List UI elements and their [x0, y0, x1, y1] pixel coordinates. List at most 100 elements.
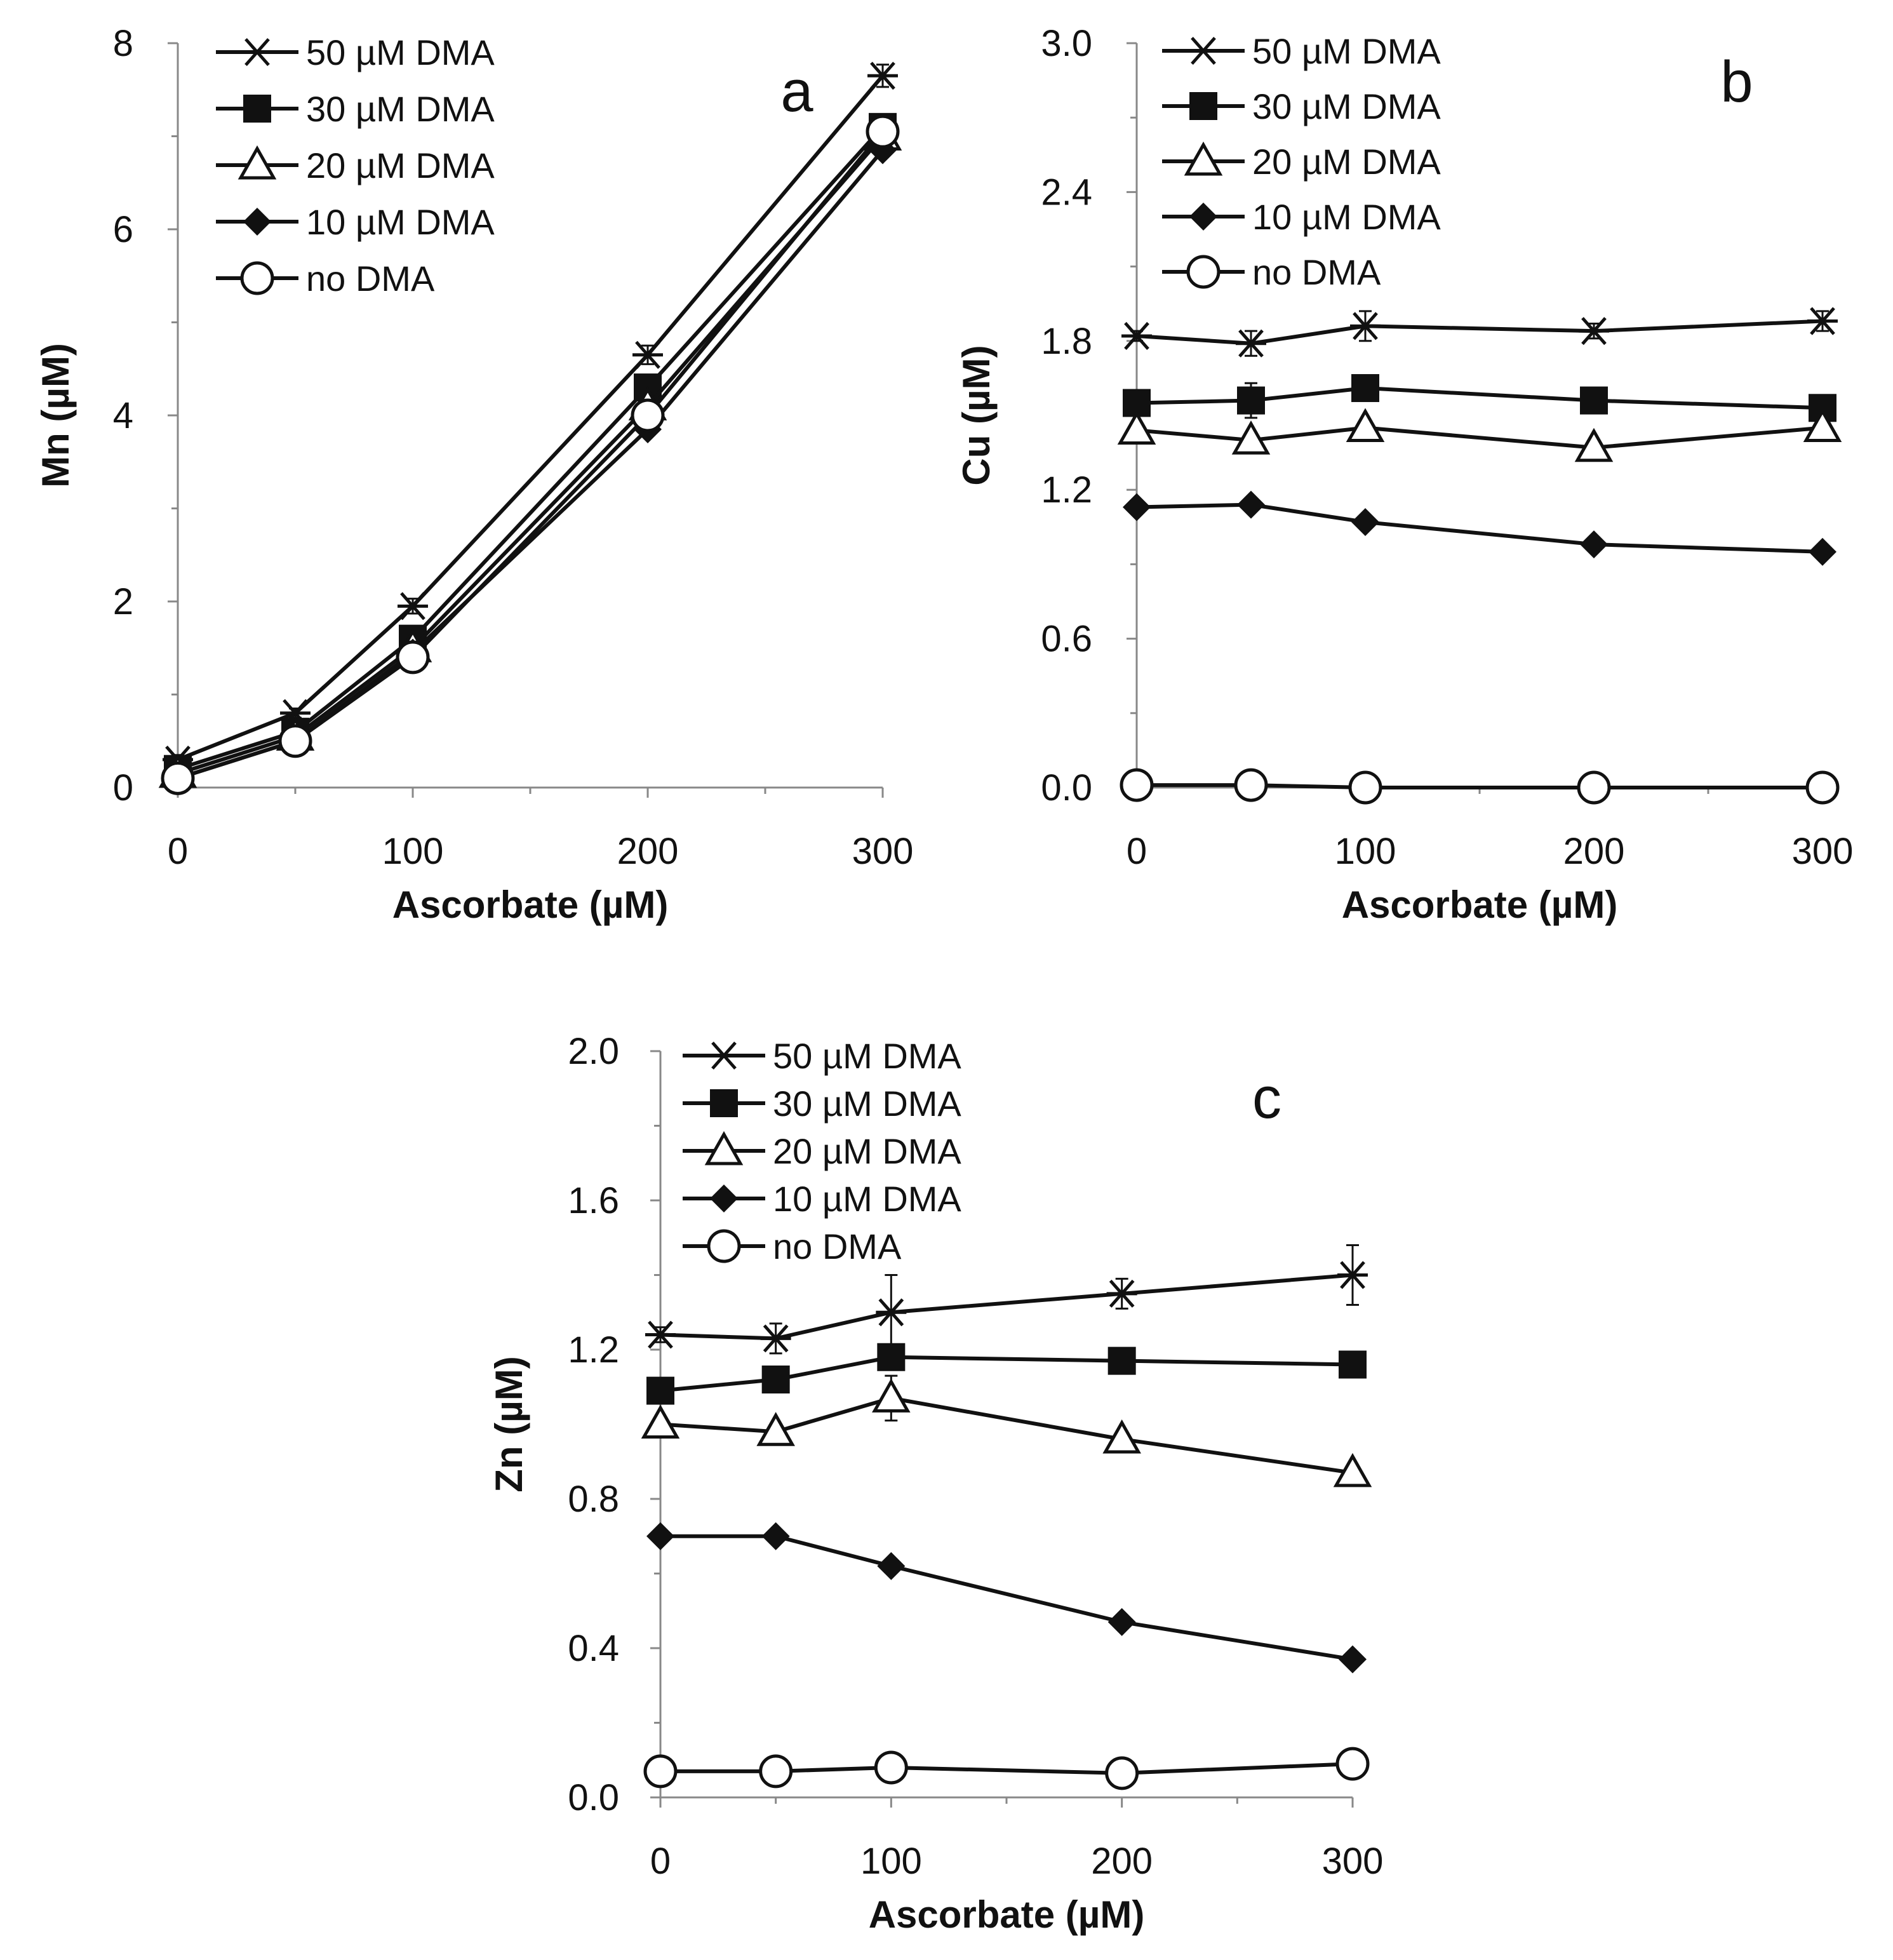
y-tick-label: 4 — [113, 395, 133, 436]
x-axis-title: Ascorbate (µM) — [869, 1893, 1145, 1936]
data-point-square — [877, 1343, 906, 1371]
legend-label: 30 µM DMA — [306, 89, 495, 129]
data-point-star — [1350, 312, 1381, 340]
y-axis-title: Mn (µM) — [34, 343, 77, 488]
series-square — [646, 1343, 1367, 1405]
legend-label: 50 µM DMA — [306, 32, 495, 72]
legend-item: 20 µM DMA — [1162, 141, 1441, 182]
data-point-triangle — [641, 1404, 680, 1439]
data-point-circle — [396, 640, 430, 675]
data-point-star — [1807, 307, 1838, 335]
y-tick-label: 0.0 — [568, 1777, 619, 1818]
chart-panel-c: 0.0 0.4 0.8 1.2 1.6 2.0 0 100 200 300 Ascorbate (µ… — [488, 1031, 1383, 1936]
data-point-diamond — [877, 1552, 906, 1580]
data-point-triangle — [1803, 408, 1842, 443]
data-point-star — [876, 1298, 907, 1327]
panel-letter: b — [1720, 50, 1753, 114]
legend-marker-circle — [1186, 255, 1221, 289]
series-circle — [643, 1747, 1370, 1790]
legend-item: no DMA — [1162, 252, 1381, 292]
data-point-square — [646, 1376, 674, 1405]
panel-letter: a — [780, 59, 813, 124]
y-tick-label: 2 — [113, 581, 133, 622]
series-triangle — [641, 1374, 1372, 1487]
legend-item: 30 µM DMA — [216, 89, 495, 129]
legend-label: no DMA — [1252, 252, 1381, 292]
legend-marker-diamond — [243, 208, 271, 236]
data-point-diamond — [1809, 537, 1836, 566]
series-square — [1123, 374, 1836, 422]
y-tick-label: 0.0 — [1041, 767, 1092, 809]
x-tick-label: 200 — [617, 831, 679, 872]
x-tick-label: 200 — [1563, 831, 1625, 872]
legend-label: 20 µM DMA — [1252, 142, 1441, 182]
legend-item: 10 µM DMA — [216, 202, 495, 242]
data-point-star — [1579, 317, 1609, 346]
y-tick-label: 0.4 — [568, 1628, 619, 1669]
legend-label: 20 µM DMA — [306, 145, 495, 185]
legend-marker-triangle — [237, 145, 277, 180]
legend-label: 30 µM DMA — [773, 1084, 961, 1124]
data-point-circle — [1234, 768, 1268, 802]
data-point-star — [1106, 1279, 1137, 1308]
legend-item: 50 µM DMA — [1162, 31, 1441, 71]
series-line — [177, 74, 885, 762]
legend-label: 30 µM DMA — [1252, 86, 1441, 126]
series-star — [1121, 307, 1838, 358]
data-point-diamond — [1237, 490, 1265, 519]
x-tick-label: 100 — [1335, 831, 1396, 872]
legend-marker-circle — [240, 261, 274, 295]
legend-item: 50 µM DMA — [216, 32, 495, 72]
legend-label: 50 µM DMA — [1252, 31, 1441, 71]
legend-item: 30 µM DMA — [1162, 86, 1441, 126]
data-point-diamond — [1351, 507, 1379, 536]
data-point-square — [761, 1366, 790, 1393]
legend: 50 µM DMA 30 µM DMA 20 µM DMA 10 µM DMA no D… — [216, 32, 495, 299]
chart-panel-a: 0 2 4 6 8 0 100 200 300 Ascorbate (µM) Mn (µM) a 50 … — [34, 23, 913, 926]
data-point-square — [1237, 386, 1265, 415]
data-point-star — [1236, 329, 1266, 358]
legend-item: 10 µM DMA — [1162, 197, 1441, 237]
x-tick-label: 0 — [650, 1841, 671, 1882]
data-point-diamond — [646, 1522, 674, 1550]
series-line — [177, 135, 885, 775]
legend-item: 30 µM DMA — [683, 1084, 961, 1124]
data-point-star — [398, 592, 428, 621]
x-tick-label: 300 — [852, 831, 914, 872]
data-point-circle — [874, 1750, 908, 1785]
legend-marker-square — [710, 1089, 738, 1117]
data-point-square — [1580, 386, 1608, 415]
y-tick-label: 1.2 — [1041, 469, 1092, 511]
y-tick-label: 6 — [113, 209, 133, 250]
legend-item: 10 µM DMA — [683, 1179, 961, 1219]
x-tick-label: 200 — [1091, 1841, 1153, 1882]
data-point-star — [645, 1320, 676, 1349]
x-axis-title: Ascorbate (µM) — [1342, 883, 1618, 926]
panel-letter: c — [1252, 1066, 1281, 1131]
x-tick-label: 300 — [1322, 1841, 1384, 1882]
x-tick-label: 0 — [1127, 831, 1147, 872]
y-tick-label: 2.4 — [1041, 171, 1092, 213]
data-point-triangle — [756, 1412, 795, 1446]
x-tick-label: 0 — [168, 831, 188, 872]
legend-label: 50 µM DMA — [773, 1036, 961, 1076]
data-point-triangle — [1333, 1453, 1372, 1487]
data-point-square — [1339, 1350, 1367, 1379]
y-axis-title: Cu (µM) — [955, 345, 998, 485]
series-square — [164, 112, 897, 783]
y-tick-label: 1.2 — [568, 1329, 619, 1371]
chart-panel-b: 0.0 0.6 1.2 1.8 2.4 3.0 0 100 200 300 Ascorbate (µ… — [955, 23, 1853, 926]
data-point-circle — [866, 114, 900, 149]
data-point-triangle — [1231, 420, 1271, 455]
data-point-star — [760, 1324, 791, 1353]
data-point-diamond — [1107, 1608, 1136, 1636]
data-point-star — [867, 62, 898, 90]
legend-item: no DMA — [683, 1226, 902, 1266]
data-point-circle — [1348, 770, 1382, 805]
series-circle — [161, 114, 900, 795]
data-point-circle — [1335, 1747, 1370, 1781]
data-point-circle — [1105, 1756, 1139, 1790]
legend-marker-square — [1189, 92, 1217, 120]
series-circle — [1120, 768, 1840, 805]
